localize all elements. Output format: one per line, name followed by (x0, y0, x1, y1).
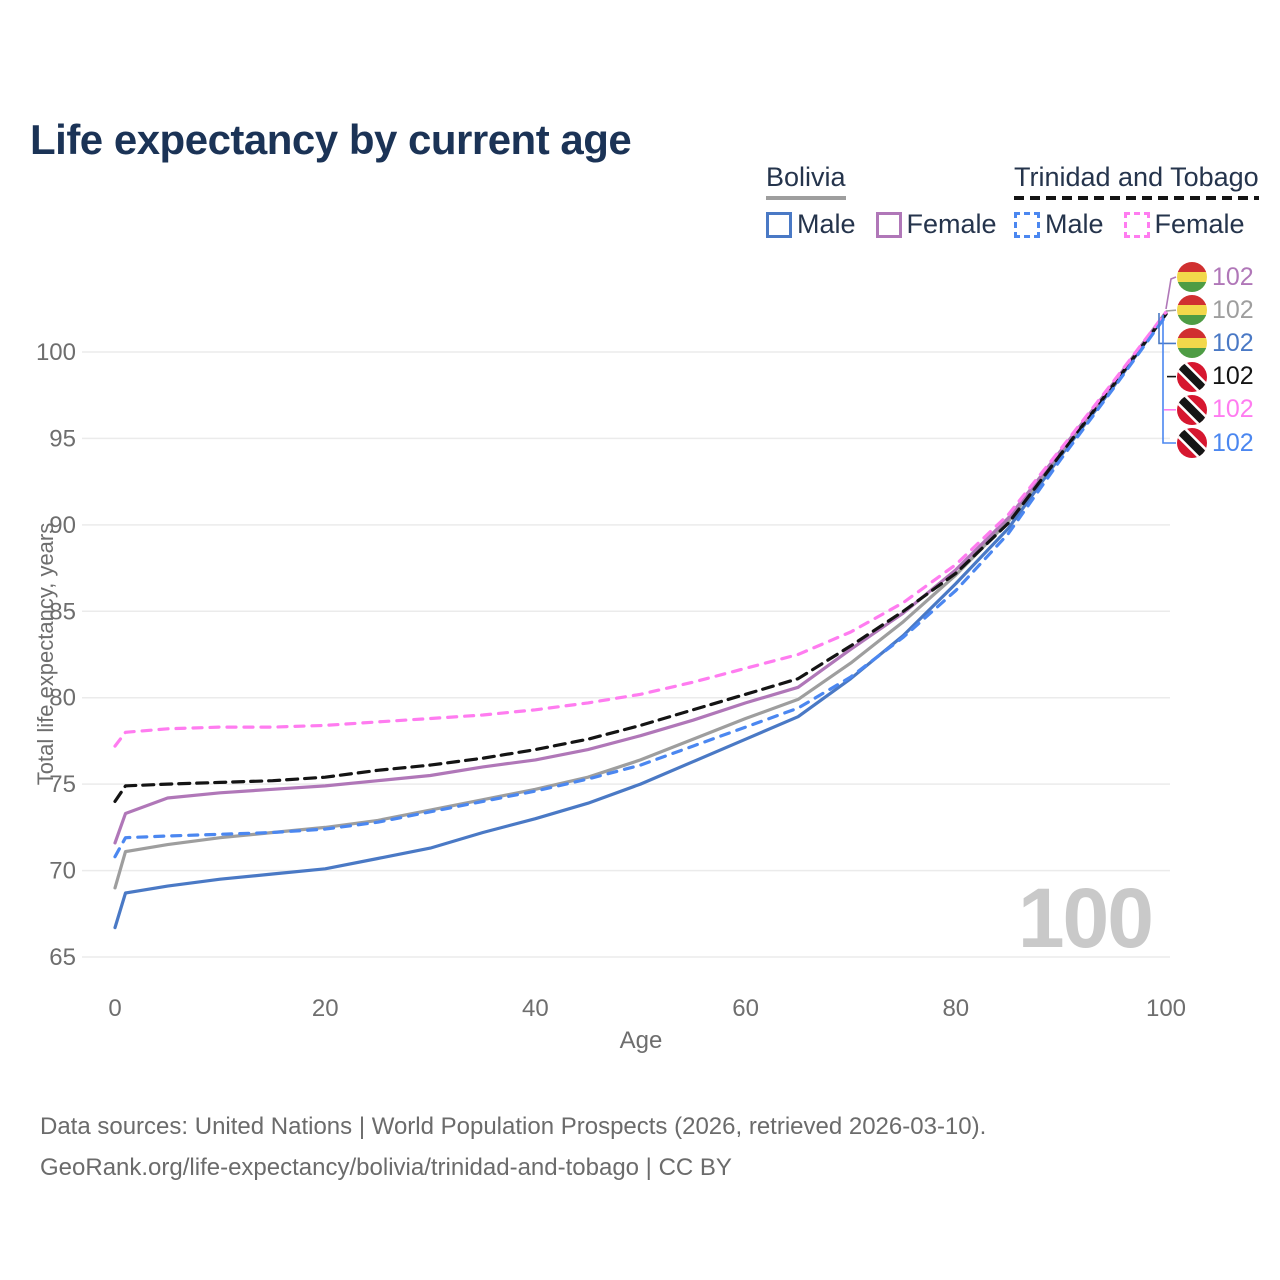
y-tick-80: 80 (49, 685, 76, 712)
bolivia-flag-icon (1177, 295, 1207, 326)
leader-line-trinidad-and-tobago-male (1162, 315, 1176, 444)
trinidad-total-line-swatch (1014, 196, 1259, 200)
end-label-value: 102 (1212, 295, 1254, 324)
legend-group-trinidad-and-tobago: Trinidad and Tobago Male Female (1014, 162, 1265, 240)
footer-attribution: GeoRank.org/life-expectancy/bolivia/trin… (40, 1154, 732, 1181)
legend-item-trinidad-male[interactable]: Male (1014, 209, 1124, 240)
x-tick-80: 80 (942, 995, 969, 1022)
legend-header-trinidad-and-tobago[interactable]: Trinidad and Tobago (1014, 162, 1259, 200)
bolivia-flag-icon (1177, 262, 1207, 292)
bolivia-flag-icon (1177, 328, 1207, 359)
leader-line-bolivia (1165, 309, 1177, 312)
end-label-bolivia: 102 (1177, 295, 1254, 326)
trinidad-male-swatch (1014, 211, 1040, 238)
y-tick-65: 65 (49, 944, 76, 971)
end-label-value: 102 (1212, 395, 1254, 424)
leader-line-bolivia-female (1165, 276, 1177, 310)
end-label-leaders (1158, 276, 1177, 444)
legend-header-trinidad-label: Trinidad and Tobago (1014, 162, 1259, 192)
y-tick-95: 95 (49, 425, 76, 452)
legend-item-label: Male (797, 209, 856, 239)
series-line-bolivia (113, 310, 1168, 890)
leader-line-bolivia-male (1158, 313, 1176, 345)
end-label-value: 102 (1212, 428, 1254, 457)
legend-item-bolivia-male[interactable]: Male (766, 209, 876, 240)
end-label-value: 102 (1212, 362, 1254, 391)
series-line-trinidad-and-tobago-male (113, 314, 1168, 859)
x-tick-60: 60 (732, 995, 759, 1022)
x-tick-0: 0 (108, 995, 121, 1022)
series-line-bolivia-female (113, 310, 1168, 845)
footer-data-sources: Data sources: United Nations | World Pop… (40, 1113, 987, 1140)
bolivia-male-swatch (766, 211, 792, 238)
y-tick-85: 85 (49, 598, 76, 625)
series-line-trinidad-and-tobago (113, 312, 1168, 804)
bolivia-total-line-swatch (766, 196, 846, 200)
legend-item-trinidad-female[interactable]: Female (1123, 209, 1265, 240)
series-line-trinidad-and-tobago-female (113, 310, 1168, 748)
y-tick-100: 100 (36, 339, 76, 366)
trinidad-and-tobago-flag-icon (1177, 394, 1207, 425)
end-label-bolivia-male: 102 (1177, 328, 1254, 359)
page-title: Life expectancy by current age (30, 116, 632, 164)
footer: Data sources: United Nations | World Pop… (40, 1106, 986, 1188)
end-label-bolivia-female: 102 (1177, 262, 1254, 292)
x-tick-20: 20 (312, 995, 339, 1022)
y-tick-70: 70 (49, 858, 76, 885)
x-tick-40: 40 (522, 995, 549, 1022)
legend-item-label: Female (1154, 209, 1245, 239)
legend-item-label: Male (1045, 209, 1104, 239)
gridlines: 65 70 75 80 85 90 95 100 0 20 40 60 80 100 (36, 339, 1186, 1022)
end-label-value: 102 (1212, 262, 1254, 291)
x-tick-100: 100 (1146, 995, 1186, 1022)
end-label-trinidad-and-tobago-male: 102 (1177, 428, 1254, 458)
end-label-trinidad-and-tobago-female: 102 (1177, 394, 1254, 425)
y-tick-90: 90 (49, 512, 76, 539)
legend-item-bolivia-female[interactable]: Female (875, 209, 1017, 240)
series-line-bolivia-male (113, 312, 1168, 930)
trinidad-female-swatch (1123, 211, 1150, 238)
y-axis-title: Total life expectancy, years (33, 522, 58, 786)
legend-group-bolivia: Bolivia Male Female (766, 162, 1017, 240)
x-axis-title: Age (619, 1027, 663, 1054)
legend-header-bolivia-label: Bolivia (766, 162, 846, 192)
bolivia-female-swatch (875, 211, 902, 238)
series-lines (113, 310, 1168, 930)
trinidad-and-tobago-flag-icon (1177, 361, 1207, 392)
end-label-trinidad-and-tobago: 102 (1177, 361, 1254, 392)
y-tick-75: 75 (49, 771, 76, 798)
end-label-value: 102 (1212, 328, 1254, 357)
current-age-indicator: 100 (1017, 871, 1154, 965)
legend-header-bolivia[interactable]: Bolivia (766, 162, 846, 200)
trinidad-and-tobago-flag-icon (1177, 428, 1207, 458)
legend-item-label: Female (906, 209, 997, 239)
